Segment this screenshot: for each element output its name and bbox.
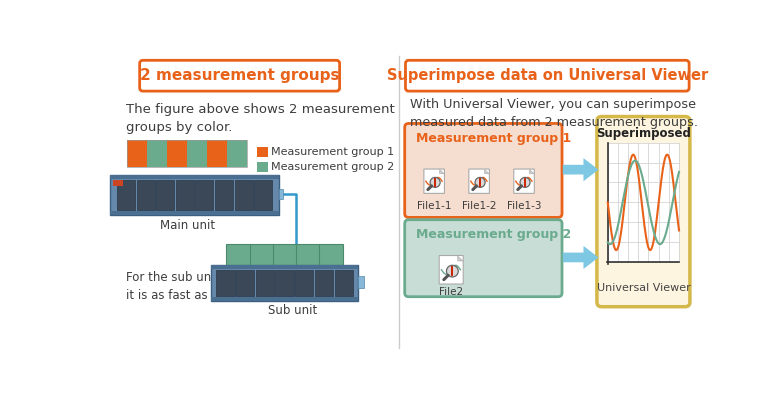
FancyBboxPatch shape <box>469 169 490 193</box>
Bar <box>315 270 333 296</box>
Bar <box>276 270 293 296</box>
Text: File1-2: File1-2 <box>462 201 497 211</box>
FancyBboxPatch shape <box>405 124 562 218</box>
Bar <box>211 265 358 269</box>
Bar <box>110 175 280 179</box>
Bar <box>608 143 679 262</box>
Bar <box>117 180 136 210</box>
Polygon shape <box>440 170 444 174</box>
Bar <box>216 270 235 296</box>
Bar <box>236 270 254 296</box>
Bar <box>147 140 167 167</box>
Text: The figure above shows 2 measurement
groups by color.: The figure above shows 2 measurement gro… <box>126 104 394 134</box>
Text: For the sub units,
it is as fast as 100 ms.: For the sub units, it is as fast as 100 … <box>126 271 259 302</box>
Bar <box>127 140 247 167</box>
Bar <box>257 162 267 172</box>
Circle shape <box>430 178 440 187</box>
Text: Superimposed: Superimposed <box>596 127 691 140</box>
Text: Main unit: Main unit <box>160 219 216 232</box>
FancyBboxPatch shape <box>514 169 534 193</box>
FancyBboxPatch shape <box>439 256 464 284</box>
Circle shape <box>520 178 530 187</box>
FancyBboxPatch shape <box>405 220 562 297</box>
Bar <box>295 270 313 296</box>
Bar <box>335 270 353 296</box>
Bar <box>257 146 267 156</box>
Text: File2: File2 <box>439 288 464 298</box>
Text: Measurement group 2: Measurement group 2 <box>417 228 571 241</box>
Polygon shape <box>484 170 489 174</box>
Bar <box>110 175 280 215</box>
FancyBboxPatch shape <box>406 60 689 91</box>
Polygon shape <box>563 158 598 181</box>
Bar <box>211 297 358 300</box>
Bar <box>196 180 213 210</box>
FancyBboxPatch shape <box>597 116 690 307</box>
Bar <box>167 140 187 167</box>
Circle shape <box>447 265 458 277</box>
Bar <box>176 180 194 210</box>
Text: File1-1: File1-1 <box>417 201 451 211</box>
Polygon shape <box>563 246 598 269</box>
Text: With Universal Viewer, you can superimpose
measured data from 2 measurement grou: With Universal Viewer, you can superimpo… <box>410 98 698 129</box>
Text: File1-3: File1-3 <box>507 201 541 211</box>
Polygon shape <box>530 170 534 174</box>
Bar <box>137 180 155 210</box>
Text: Measurement group 2: Measurement group 2 <box>270 162 394 172</box>
Text: Universal Viewer: Universal Viewer <box>597 283 690 293</box>
Text: Measurement group 1: Measurement group 1 <box>270 146 393 156</box>
Bar <box>110 211 280 215</box>
Bar <box>226 244 343 266</box>
Bar <box>187 140 207 167</box>
Bar <box>280 189 283 199</box>
Bar <box>211 265 358 300</box>
Bar <box>113 180 122 186</box>
Bar <box>207 140 227 167</box>
Bar <box>215 180 233 210</box>
Bar <box>254 180 272 210</box>
Bar <box>227 140 247 167</box>
Text: 2 measurement groups: 2 measurement groups <box>140 68 340 83</box>
Circle shape <box>475 178 485 187</box>
Text: Superimpose data on Universal Viewer: Superimpose data on Universal Viewer <box>387 68 708 83</box>
Bar <box>358 276 364 288</box>
FancyBboxPatch shape <box>424 169 444 193</box>
Bar <box>127 140 147 167</box>
Text: Measurement group 1: Measurement group 1 <box>417 132 571 144</box>
Bar <box>156 180 174 210</box>
FancyBboxPatch shape <box>139 60 340 91</box>
Bar <box>235 180 253 210</box>
Polygon shape <box>457 256 463 261</box>
Bar <box>256 270 274 296</box>
Text: Sub unit: Sub unit <box>268 304 317 317</box>
